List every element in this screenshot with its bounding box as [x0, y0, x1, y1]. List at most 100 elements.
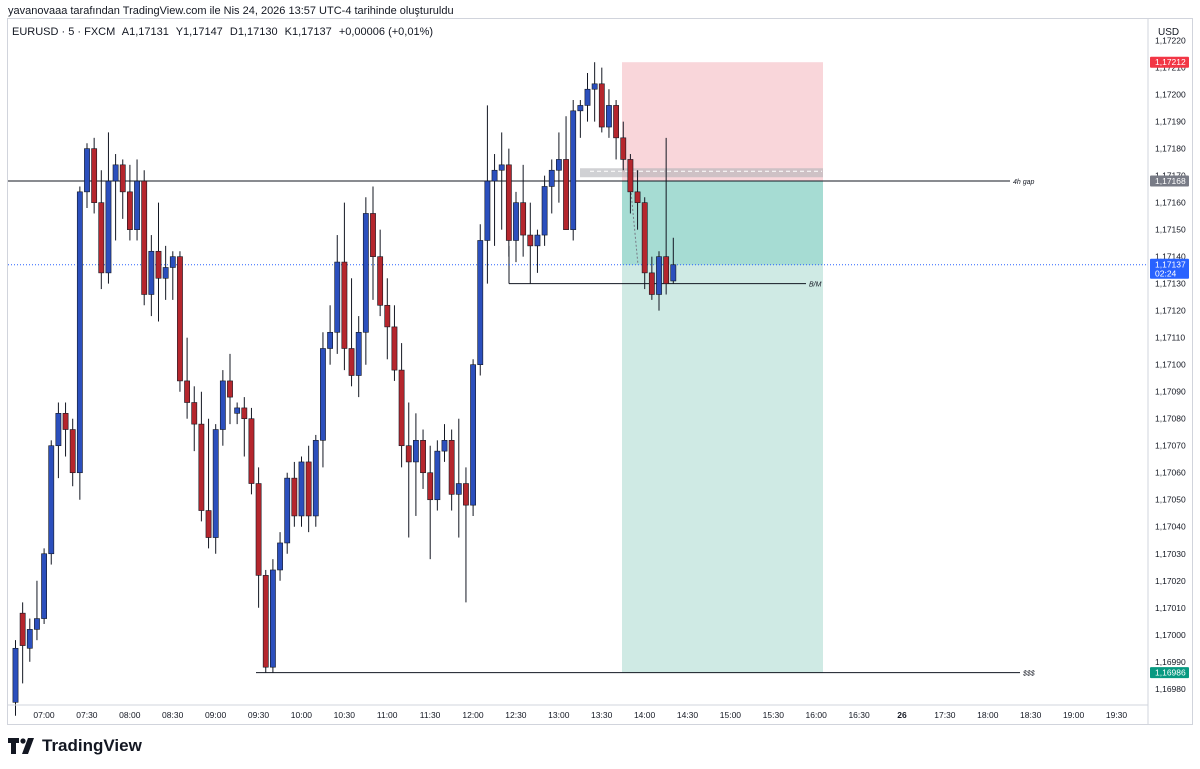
price-chart[interactable]: 4h gapB/M$$$USD1,172201,172101,172001,17… — [0, 0, 1200, 730]
candle-body — [119, 164, 126, 193]
candle-body — [491, 169, 498, 182]
price-axis-tick: 1,17050 — [1155, 495, 1186, 505]
candle-body — [41, 553, 47, 619]
candle-body — [391, 326, 398, 371]
time-axis-tick: 08:30 — [162, 710, 184, 720]
candle-body — [584, 88, 591, 106]
time-axis-tick: 26 — [897, 710, 907, 720]
candle — [327, 305, 333, 365]
candle — [298, 456, 305, 527]
candle-body — [627, 159, 634, 193]
candle-body — [162, 267, 169, 279]
price-axis-tick: 1,17000 — [1155, 630, 1186, 640]
time-axis-tick: 11:30 — [420, 710, 441, 720]
time-axis-tick: 10:30 — [334, 710, 356, 720]
candle — [606, 89, 612, 138]
candle-body — [427, 472, 434, 501]
candle — [563, 116, 569, 230]
candle-body — [412, 440, 419, 463]
candle — [591, 62, 598, 122]
candle-body — [577, 105, 584, 112]
candle — [134, 159, 140, 241]
symbol-name[interactable]: EURUSD · 5 · FXCM — [12, 26, 116, 38]
ohlc-close: K1,17137 — [284, 26, 332, 38]
candle-body — [591, 83, 598, 90]
candle — [484, 105, 491, 284]
liquidity-level-label: $$$ — [1022, 671, 1035, 678]
candle-body — [34, 618, 40, 630]
candle — [262, 569, 269, 673]
candle — [198, 391, 205, 522]
price-axis-tick: 1,17140 — [1155, 252, 1186, 262]
candle-body — [570, 110, 577, 230]
candle-body — [76, 191, 83, 474]
ohlc-high: Y1,17147 — [175, 26, 223, 38]
candle-body — [434, 450, 441, 501]
candle — [513, 191, 519, 263]
candle — [663, 137, 670, 295]
candle-body — [498, 164, 505, 171]
candle — [355, 316, 362, 398]
time-axis-tick: 19:00 — [1063, 710, 1085, 720]
price-axis-tick: 1,17110 — [1155, 333, 1185, 343]
candle-body — [148, 250, 155, 295]
price-axis-tick: 1,17010 — [1155, 603, 1186, 613]
candle — [227, 353, 233, 425]
candle — [341, 202, 348, 371]
candle — [212, 424, 219, 554]
gap-marker-box — [580, 168, 823, 178]
time-axis-tick: 17:30 — [934, 710, 956, 720]
candle-body — [234, 407, 241, 414]
candle — [534, 229, 541, 273]
ohlc-open: A1,17131 — [121, 26, 169, 38]
time-axis-tick: 07:00 — [33, 710, 55, 720]
candle — [312, 434, 319, 527]
candle-body — [641, 202, 648, 274]
logo-text: TradingView — [42, 736, 142, 755]
price-axis-tick: 1,17130 — [1155, 279, 1186, 289]
candle — [48, 440, 55, 565]
time-axis-tick: 15:00 — [720, 710, 742, 720]
candle-body — [255, 483, 262, 576]
candle — [520, 164, 527, 257]
candle — [26, 618, 33, 662]
time-axis-tick: 10:00 — [291, 710, 313, 720]
time-axis-tick: 14:00 — [634, 710, 656, 720]
candle — [448, 429, 455, 511]
candle — [19, 602, 26, 684]
candle — [305, 445, 312, 533]
candle-body — [169, 256, 176, 268]
candle — [169, 251, 176, 300]
ohlc-change: +0,00006 (+0,01%) — [338, 26, 434, 38]
candle-body — [334, 261, 341, 333]
candle — [498, 132, 505, 230]
price-axis-tick: 1,17180 — [1155, 144, 1186, 154]
price-badge — [1150, 667, 1189, 679]
candle — [505, 148, 512, 257]
candle-body — [455, 483, 462, 495]
price-axis-tick: 1,17160 — [1155, 198, 1186, 208]
price-axis-tick: 1,17150 — [1155, 225, 1186, 235]
candle — [656, 251, 662, 311]
candle — [620, 121, 627, 171]
candle — [12, 640, 19, 716]
price-badge — [1150, 258, 1189, 279]
price-badge-label: 1,17212 — [1155, 57, 1186, 67]
candle — [205, 418, 212, 549]
candle-body — [670, 264, 677, 282]
time-axis-tick: 18:00 — [977, 710, 999, 720]
candle — [219, 370, 226, 446]
candle-body — [127, 191, 133, 230]
stop-loss-zone — [622, 62, 823, 182]
candle-body — [269, 569, 276, 668]
candle — [570, 100, 577, 241]
candle-body — [312, 440, 319, 517]
candle — [455, 418, 462, 538]
tradingview-logo[interactable]: TradingView — [8, 736, 142, 756]
candle — [477, 224, 484, 376]
time-axis-tick: 13:00 — [548, 710, 570, 720]
symbol-bar[interactable]: EURUSD · 5 · FXCM A1,17131 Y1,17147 D1,1… — [12, 26, 437, 38]
price-axis-tick: 1,17020 — [1155, 576, 1186, 586]
candle-body — [184, 380, 190, 403]
candle-body — [520, 202, 527, 236]
